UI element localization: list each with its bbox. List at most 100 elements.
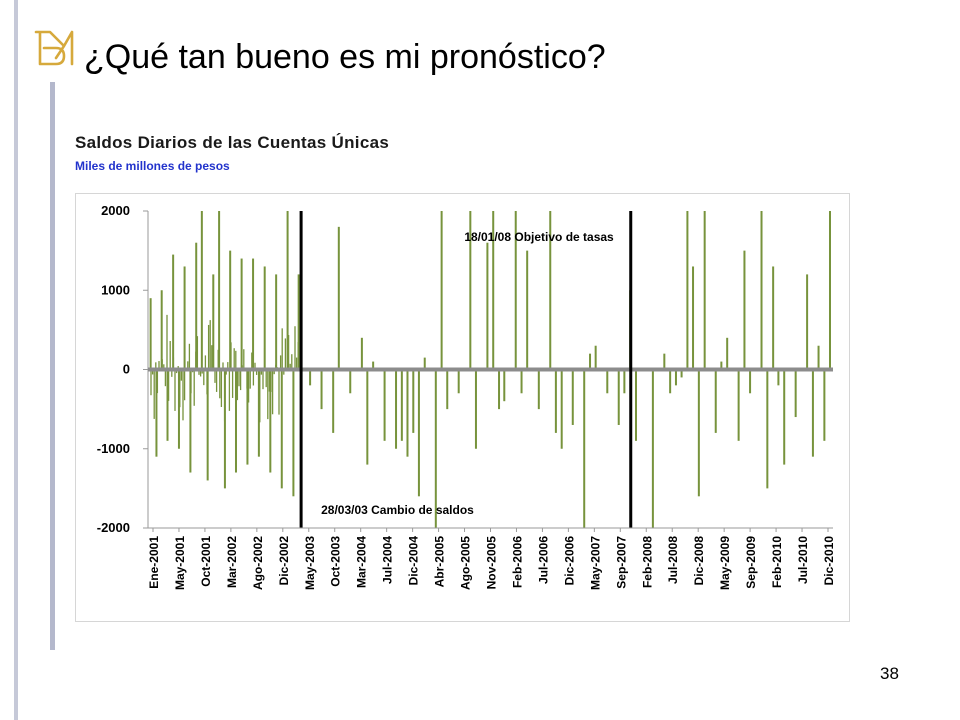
data-bar	[209, 320, 211, 370]
data-bar	[749, 369, 752, 394]
data-bar	[169, 341, 171, 370]
data-bar	[156, 369, 159, 394]
data-bar	[247, 369, 250, 403]
data-bar	[514, 211, 517, 370]
data-bar	[199, 369, 202, 377]
data-bar	[337, 226, 340, 370]
data-bar	[406, 369, 409, 457]
data-bar	[269, 369, 272, 473]
data-bar	[149, 298, 152, 370]
data-bar	[275, 274, 278, 370]
x-tick-label: Jul-2004	[381, 536, 395, 584]
data-bar	[183, 369, 186, 401]
data-bar	[286, 211, 289, 370]
data-bar	[332, 369, 335, 433]
data-bar	[737, 369, 740, 441]
data-bar	[259, 369, 261, 423]
data-bar	[760, 211, 763, 370]
data-bar	[634, 369, 637, 441]
data-bar	[486, 242, 489, 370]
x-tick-label: Ago-2005	[459, 536, 473, 590]
data-bar	[537, 369, 540, 410]
bm-monogram-icon	[34, 30, 74, 66]
data-bar	[206, 369, 208, 395]
data-bar	[457, 369, 460, 394]
x-tick-label: Sep-2007	[614, 536, 628, 589]
data-bar	[188, 343, 191, 370]
data-bar	[360, 337, 363, 370]
chart-title: Saldos Diarios de las Cuentas Únicas	[75, 133, 390, 152]
data-bar	[215, 369, 218, 392]
data-bar	[823, 369, 826, 441]
data-bar	[275, 364, 277, 370]
data-bar	[440, 211, 443, 370]
x-tick-label: May-2003	[303, 536, 317, 590]
data-bar	[417, 369, 420, 497]
x-tick-label: Ago-2002	[251, 536, 265, 590]
data-bar	[817, 345, 820, 370]
data-bar	[589, 353, 592, 370]
data-bar	[239, 369, 242, 391]
data-bar	[294, 326, 296, 370]
x-tick-label: May-2009	[718, 536, 732, 590]
data-bar	[171, 369, 173, 377]
data-bar	[273, 369, 275, 375]
y-tick-label: -1000	[97, 441, 130, 456]
data-bar	[257, 369, 260, 457]
data-bar	[158, 361, 160, 370]
x-tick-label: Dic-2002	[277, 536, 291, 586]
data-bar	[190, 369, 192, 394]
data-bar	[571, 369, 574, 425]
data-bar	[236, 369, 239, 401]
data-bar	[309, 369, 312, 386]
x-tick-label: Jul-2010	[796, 536, 810, 584]
data-bar	[279, 355, 282, 370]
y-tick-label: -2000	[97, 520, 130, 535]
data-bar	[238, 369, 240, 387]
dense-volatility-band	[148, 314, 301, 423]
data-bar	[262, 369, 264, 390]
data-bar	[217, 349, 219, 370]
data-bar	[526, 250, 529, 370]
data-bar	[714, 369, 717, 433]
data-bar	[520, 369, 523, 394]
chart-subtitle: Miles de millones de pesos	[75, 159, 230, 173]
data-bar	[223, 369, 226, 422]
x-tick-label: Dic-2004	[407, 536, 421, 586]
data-bar	[811, 369, 814, 457]
data-bar	[297, 274, 300, 370]
data-bar	[492, 211, 495, 370]
data-bar	[164, 369, 167, 387]
data-bar	[206, 369, 209, 481]
data-bar	[230, 342, 232, 370]
x-tick-label: May-2007	[588, 536, 602, 590]
data-bar	[252, 258, 255, 370]
data-bar	[198, 369, 200, 375]
data-bar	[498, 369, 501, 410]
data-bar	[251, 352, 253, 370]
data-bar	[249, 369, 251, 389]
data-bar	[265, 369, 267, 388]
data-bar	[174, 369, 176, 411]
data-bar	[726, 337, 729, 370]
data-bar	[220, 369, 223, 407]
data-bar	[703, 211, 706, 370]
data-bar	[235, 350, 237, 370]
event-marker-label: 28/03/03 Cambio de saldos	[321, 503, 474, 517]
data-bar	[229, 250, 232, 370]
x-tick-label: Sep-2009	[744, 536, 758, 589]
data-bar	[278, 369, 280, 415]
data-bar	[777, 369, 780, 386]
data-bar	[281, 328, 283, 370]
data-bar	[697, 369, 700, 497]
data-bar	[743, 250, 746, 370]
x-tick-label: Oct-2003	[329, 536, 343, 587]
chart-plot: 2000 1000 0 -1000 -2000 28/03/03 Cambio de s…	[97, 203, 836, 590]
data-bar	[161, 359, 163, 370]
data-bar	[434, 369, 437, 528]
data-bar	[151, 369, 154, 375]
data-bar	[617, 369, 620, 425]
x-tick-label: Jul-2006	[536, 536, 550, 584]
data-bar	[201, 369, 203, 374]
data-bar	[503, 369, 506, 402]
